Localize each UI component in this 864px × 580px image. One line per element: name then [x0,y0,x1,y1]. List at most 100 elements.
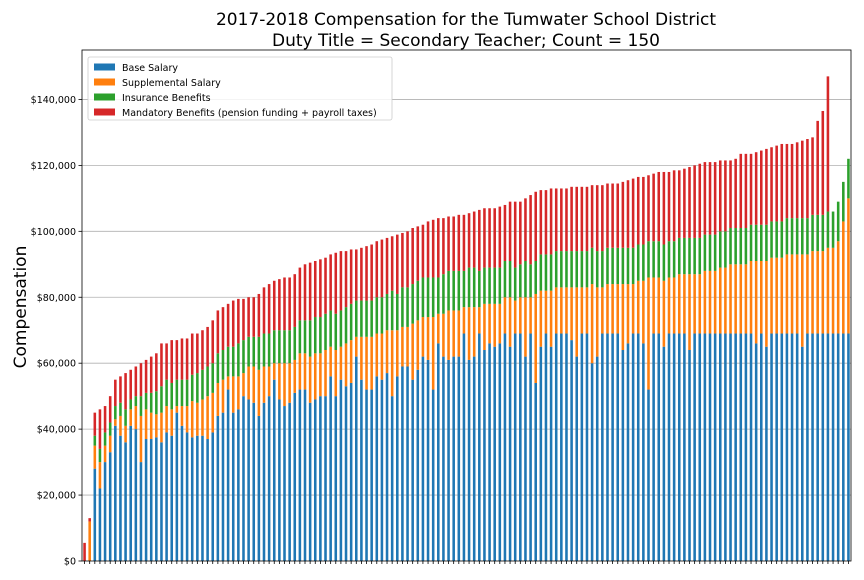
bar-insurance [155,391,158,415]
bar-base [426,359,430,561]
bar-supplemental [672,277,676,334]
bar-mandatory [175,340,179,380]
bar-base [437,343,440,561]
bar-mandatory [503,204,507,261]
bar-supplemental [631,284,635,334]
bar-base [431,389,435,561]
bar-insurance [816,214,819,252]
bar-insurance [749,224,753,261]
bar-base [144,439,148,561]
bar-insurance [231,346,235,377]
bar-base [247,399,250,561]
bar-insurance [539,254,543,291]
bar-base [452,356,455,561]
bar-mandatory [457,214,461,271]
bar-mandatory [688,167,691,238]
bar-base [370,389,373,561]
bar-supplemental [739,264,743,334]
bar-base [698,333,702,561]
bar-supplemental [303,353,307,390]
bar-base [570,340,573,561]
bar-supplemental [93,445,97,469]
bar-mandatory [693,165,696,238]
bar-mandatory [611,183,614,248]
bar-mandatory [565,188,568,252]
bar-mandatory [247,297,250,337]
bar-supplemental [754,260,758,344]
bar-insurance [206,366,209,397]
bar-base [242,396,245,561]
bar-mandatory [513,201,517,268]
bar-insurance [677,237,681,275]
bar-base [816,333,819,561]
bar-insurance [488,267,491,304]
bar-insurance [370,300,373,337]
bar-base [175,412,179,561]
bar-base [785,333,789,561]
bar-base [560,333,563,561]
bar-mandatory [806,139,809,219]
bar-mandatory [165,343,168,380]
bar-base [308,402,312,561]
bar-insurance [319,317,322,354]
bar-mandatory [380,239,384,298]
bar-supplemental [457,310,461,357]
bar-mandatory [672,170,676,242]
bar-insurance [636,244,640,281]
bar-mandatory [467,213,471,268]
bar-supplemental [729,264,732,334]
bar-insurance [360,300,363,337]
bar-supplemental [360,336,363,380]
bar-mandatory [149,356,153,393]
bar-insurance [288,330,291,364]
bar-base [385,373,389,561]
bar-mandatory [354,249,358,301]
bar-mandatory [324,257,327,314]
bar-insurance [411,284,414,324]
bar-supplemental [601,287,604,334]
bar-supplemental [821,251,825,334]
bar-base [836,333,840,561]
bar-insurance [329,310,332,347]
bar-supplemental [411,323,414,380]
bar-insurance [283,330,286,364]
bar-base [421,356,425,561]
bar-mandatory [216,310,220,354]
bar-mandatory [390,236,394,291]
bar-mandatory [339,251,343,311]
bar-insurance [144,392,148,410]
bar-base [760,333,763,561]
y-tick-label: $140,000 [31,95,76,106]
bar-mandatory [713,162,717,235]
bar-base [329,376,332,561]
bar-insurance [242,340,245,374]
bar-insurance [472,267,476,308]
bar-base [278,399,281,561]
bar-base [406,366,409,561]
bar-mandatory [278,279,281,331]
bar-base [134,429,138,561]
bar-mandatory [442,218,445,275]
bar-mandatory [83,542,86,561]
bar-supplemental [662,280,666,347]
bar-supplemental [529,297,532,334]
bar-supplemental [611,284,614,334]
bar-supplemental [226,376,230,390]
bar-mandatory [662,171,666,245]
bar-insurance [237,343,240,377]
bar-insurance [467,267,471,308]
bar-insurance [160,386,163,413]
bar-base [180,425,184,561]
bar-mandatory [631,178,635,248]
bar-supplemental [206,396,209,440]
bar-mandatory [785,143,789,219]
bar-insurance [513,267,517,301]
bar-supplemental [344,343,348,387]
bar-base [360,379,363,561]
bar-mandatory [190,333,194,375]
bar-mandatory [770,147,773,222]
bar-base [401,366,404,561]
legend-label-supplemental: Supplemental Salary [122,78,221,89]
bar-insurance [272,330,276,364]
